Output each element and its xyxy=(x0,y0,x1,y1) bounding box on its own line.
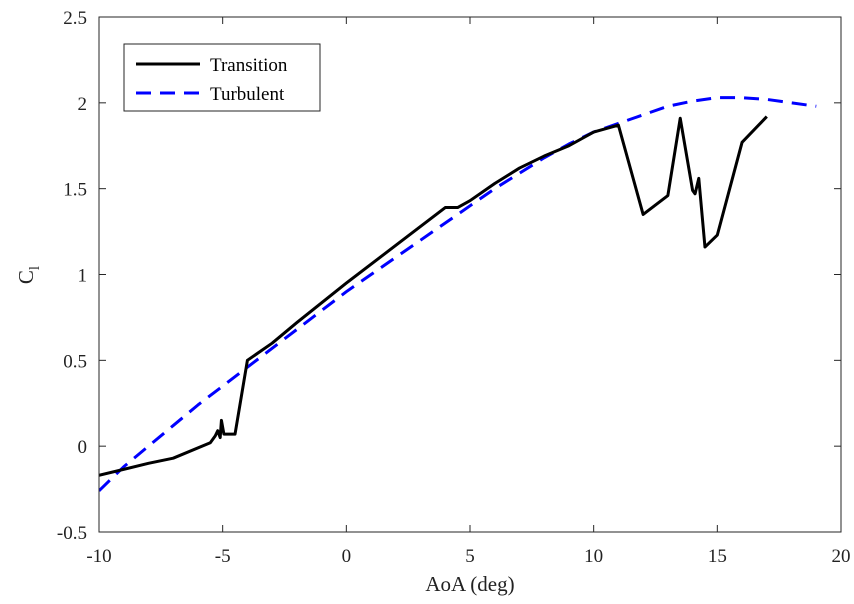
x-tick-label: 15 xyxy=(708,546,727,567)
x-tick-label: 0 xyxy=(342,546,352,567)
legend: Transition Turbulent xyxy=(123,43,321,112)
ticks-layer xyxy=(98,16,842,533)
tick-labels-layer: -10 -5 0 5 10 15 20 -0.5 0 0.5 1 1.5 2 2.5 xyxy=(57,8,851,567)
x-tick-label: -5 xyxy=(215,546,231,567)
series-layer xyxy=(99,96,817,492)
legend-label-turbulent: Turbulent xyxy=(210,84,285,105)
y-tick-label: 0 xyxy=(78,437,88,458)
y-axis-title: Cl xyxy=(14,266,43,284)
x-tick-label: 10 xyxy=(584,546,603,567)
legend-label-transition: Transition xyxy=(210,55,288,76)
y-tick-label: 1 xyxy=(78,266,88,287)
x-tick-label: 20 xyxy=(832,546,851,567)
series-line-turbulent xyxy=(99,96,817,492)
x-tick-label: -10 xyxy=(86,546,111,567)
series-line-transition xyxy=(99,115,768,477)
y-tick-label: 0.5 xyxy=(63,351,87,372)
y-axis-title-main: C xyxy=(14,270,38,284)
y-tick-label: 1.5 xyxy=(63,180,87,201)
y-axis-title-subscript: l xyxy=(27,266,43,270)
y-tick-label: 2.5 xyxy=(63,8,87,29)
x-axis-title: AoA (deg) xyxy=(425,572,514,596)
y-tick-label: -0.5 xyxy=(57,523,87,544)
y-tick-label: 2 xyxy=(78,94,88,115)
legend-box xyxy=(123,43,321,112)
x-tick-label: 5 xyxy=(465,546,475,567)
